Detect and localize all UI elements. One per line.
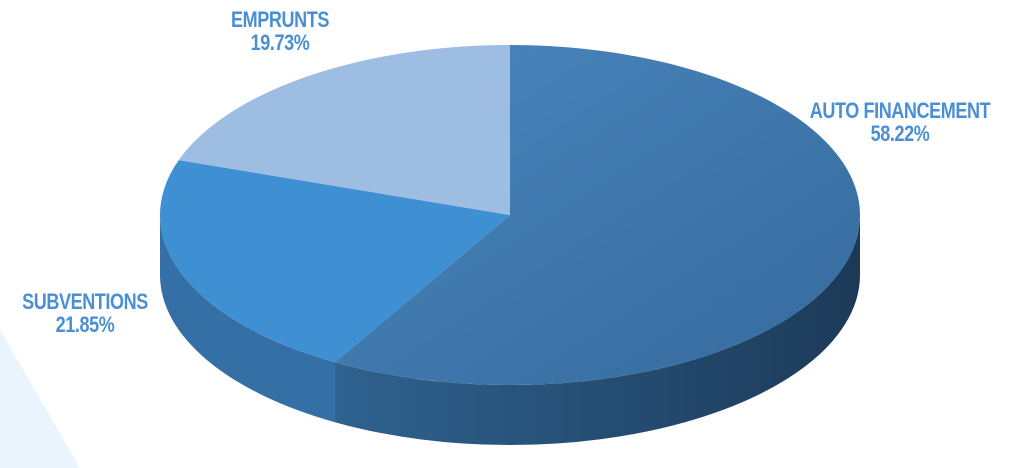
slice-percent: 58.22% bbox=[870, 121, 930, 147]
pie-slice-subventions bbox=[159, 160, 511, 363]
slice-label-emprunts: EMPRUNTS 19.73% bbox=[206, 8, 354, 54]
background-decoration bbox=[0, 330, 80, 468]
slice-percent: 21.85% bbox=[55, 312, 115, 338]
pie-side-auto-financement bbox=[334, 215, 860, 446]
slice-name: AUTO FINANCEMENT bbox=[809, 98, 991, 123]
slice-name: EMPRUNTS bbox=[231, 7, 329, 32]
slice-label-auto-financement: AUTO FINANCEMENT 58.22% bbox=[802, 99, 999, 145]
pie-slice-emprunts bbox=[178, 45, 511, 215]
slice-percent: 19.73% bbox=[250, 30, 310, 56]
pie-slice-auto-financement bbox=[334, 45, 860, 386]
pie-side-subventions bbox=[159, 215, 335, 423]
slice-label-subventions: SUBVENTIONS 21.85% bbox=[15, 290, 154, 336]
slice-name: SUBVENTIONS bbox=[22, 289, 148, 314]
